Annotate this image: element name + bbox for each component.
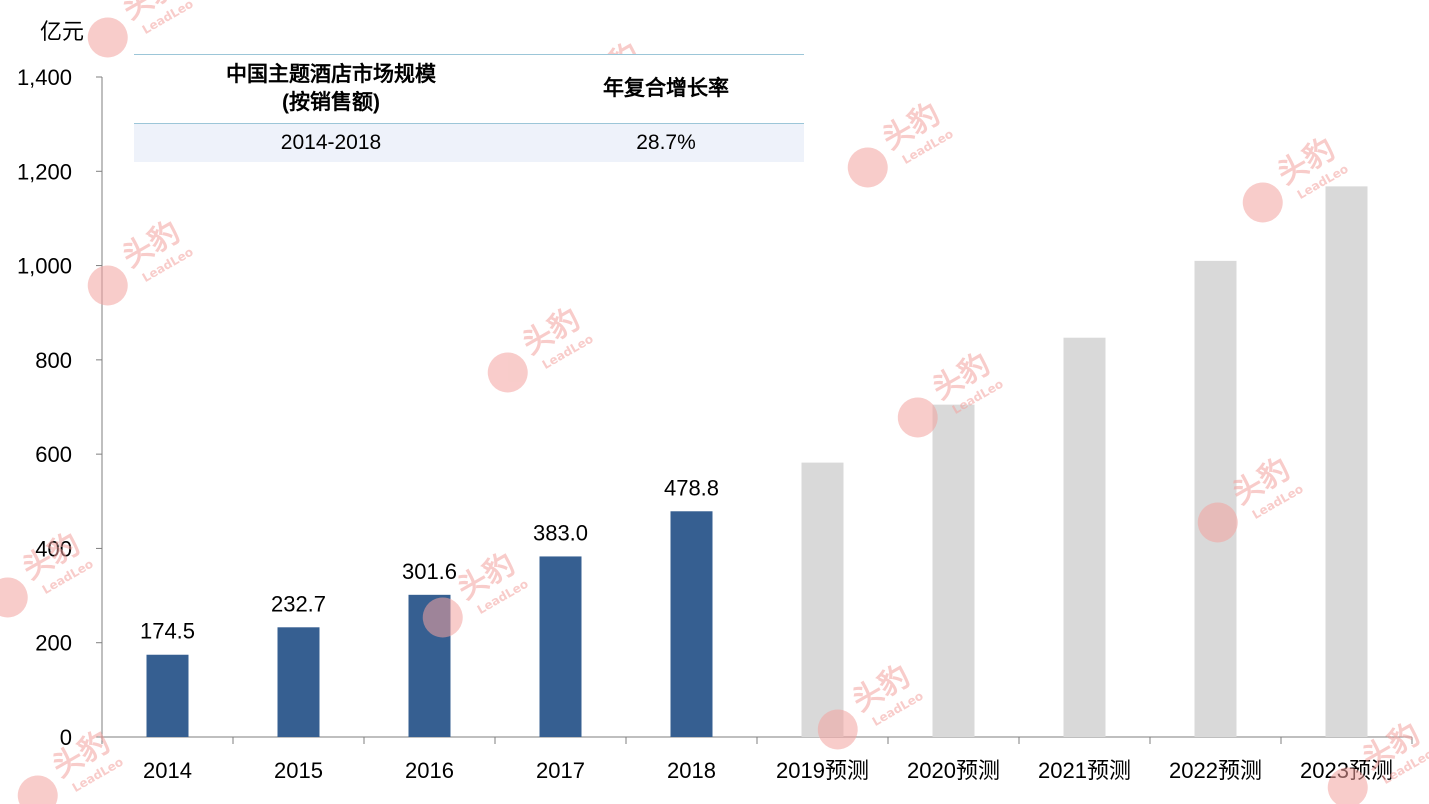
table-header-market-size-line2: (按销售额) bbox=[282, 91, 380, 114]
x-tick-label: 2015 bbox=[274, 758, 323, 783]
leopard-head-icon bbox=[87, 265, 128, 306]
y-tick-label: 1,400 bbox=[17, 65, 72, 90]
y-tick-label: 0 bbox=[60, 725, 72, 750]
leopard-head-icon bbox=[1242, 182, 1283, 223]
leopard-head-icon bbox=[847, 147, 888, 188]
y-tick-label: 600 bbox=[35, 442, 72, 467]
bar-2015 bbox=[277, 627, 320, 737]
table-header-cagr: 年复合增长率 bbox=[528, 54, 804, 124]
leopard-head-icon bbox=[17, 775, 58, 804]
y-tick-label: 1,000 bbox=[17, 254, 72, 279]
bar-2023预测 bbox=[1325, 186, 1368, 737]
y-tick-label: 400 bbox=[35, 536, 72, 561]
cagr-summary-table: 中国主题酒店市场规模 (按销售额) 年复合增长率 2014-2018 28.7% bbox=[134, 54, 804, 162]
data-label-2016: 301.6 bbox=[402, 559, 457, 584]
y-tick-label: 200 bbox=[35, 631, 72, 656]
table-cell-period: 2014-2018 bbox=[134, 123, 528, 162]
bar-2017 bbox=[539, 556, 582, 737]
x-axis: 2014 2015 2016 2017 2018 2019预测 2020预测 2021预测 20… bbox=[101, 736, 1413, 783]
bar-2019预测 bbox=[801, 462, 844, 737]
y-axis: 0 200 400 600 800 1,000 1,200 1,400 bbox=[17, 65, 103, 750]
x-tick-label: 2017 bbox=[536, 758, 585, 783]
x-tick-label: 2019预测 bbox=[776, 758, 869, 783]
leopard-head-icon bbox=[422, 597, 463, 638]
data-label-2014: 174.5 bbox=[140, 619, 195, 644]
x-tick-label: 2014 bbox=[143, 758, 192, 783]
data-label-2017: 383.0 bbox=[533, 520, 588, 545]
x-tick-label: 2020预测 bbox=[907, 758, 1000, 783]
leopard-head-icon bbox=[897, 397, 938, 438]
data-labels: 174.5 232.7 301.6 383.0 478.8 bbox=[140, 475, 719, 643]
x-tick-label: 2016 bbox=[405, 758, 454, 783]
bar-2022预测 bbox=[1194, 260, 1237, 737]
bars bbox=[146, 186, 1368, 737]
leopard-head-icon bbox=[0, 577, 28, 618]
y-axis-unit-label: 亿元 bbox=[40, 19, 85, 44]
bar-2021预测 bbox=[1063, 337, 1106, 737]
x-tick-label: 2021预测 bbox=[1038, 758, 1131, 783]
table-cell-rate: 28.7% bbox=[528, 123, 804, 162]
leopard-head-icon bbox=[87, 17, 128, 58]
leopard-head-icon bbox=[1197, 502, 1238, 543]
leopard-head-icon bbox=[487, 352, 528, 393]
x-tick-label: 2018 bbox=[667, 758, 716, 783]
table-header-market-size: 中国主题酒店市场规模 (按销售额) bbox=[134, 54, 528, 124]
y-tick-label: 1,200 bbox=[17, 159, 72, 184]
bar-2020预测 bbox=[932, 404, 975, 737]
bar-2014 bbox=[146, 654, 189, 737]
y-tick-label: 800 bbox=[35, 348, 72, 373]
x-tick-label: 2022预测 bbox=[1169, 758, 1262, 783]
data-label-2018: 478.8 bbox=[664, 475, 719, 500]
bar-2018 bbox=[670, 511, 713, 737]
table-header-market-size-line1: 中国主题酒店市场规模 bbox=[226, 63, 436, 86]
leopard-head-icon bbox=[1327, 767, 1368, 804]
leopard-head-icon bbox=[817, 709, 858, 750]
data-label-2015: 232.7 bbox=[271, 591, 326, 616]
